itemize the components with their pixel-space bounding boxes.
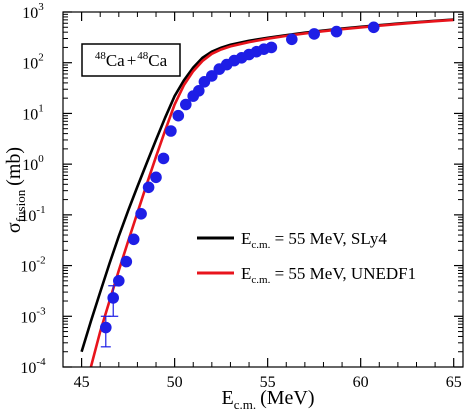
y-tick-label: 10-4: [20, 356, 46, 377]
data-point: [113, 275, 125, 287]
legend-sly4-rest: = 55 MeV, SLy4: [270, 229, 387, 248]
data-point: [367, 21, 380, 34]
y-tick-exponent: 3: [38, 1, 44, 13]
y-axis-symbol: σ: [3, 222, 25, 233]
y-axis-unit: (mb): [3, 147, 25, 186]
mass-number-1: 48: [95, 50, 107, 62]
data-point: [150, 171, 162, 184]
legend-sly4-subscript: c.m.: [251, 239, 270, 251]
legend-unedf1-rest: = 55 MeV, UNEDF1: [270, 264, 416, 283]
y-tick-base: 10: [22, 56, 38, 73]
element-2: Ca: [148, 51, 167, 70]
y-tick-label: 101: [22, 102, 44, 123]
data-point: [172, 109, 185, 122]
y-tick-base: 10: [20, 360, 36, 377]
y-tick-exponent: 2: [38, 52, 44, 64]
data-point: [107, 292, 119, 304]
element-1: Ca: [106, 51, 125, 70]
data-point: [286, 33, 298, 46]
x-axis-subscript: c.m.: [234, 397, 256, 411]
svg-text:σfusion(mb): σfusion (mb): [3, 147, 28, 233]
data-point: [157, 152, 170, 165]
legend-label-unedf1: Ec.m. = 55 MeV, UNEDF1: [241, 264, 416, 286]
data-point: [308, 28, 321, 40]
data-point: [265, 41, 278, 54]
y-tick-label: 10-1: [20, 204, 45, 225]
plus-sign: +: [127, 51, 137, 70]
y-tick-base: 10: [22, 106, 38, 123]
legend-sly4-prefix: E: [241, 229, 251, 248]
data-point: [135, 208, 147, 220]
data-point: [180, 98, 192, 111]
data-point: [100, 321, 112, 334]
reaction-label-box: 48Ca +48Ca: [81, 43, 181, 77]
plot-frame: [62, 11, 464, 368]
y-tick-base: 10: [22, 157, 38, 174]
data-point: [120, 255, 133, 268]
x-tick-label: 50: [167, 374, 183, 391]
plot-layer: [80, 18, 454, 367]
x-tick-label: 65: [446, 374, 462, 391]
x-axis-unit: (MeV): [260, 387, 314, 409]
legend: Ec.m. = 55 MeV, SLy4 Ec.m. = 55 MeV, UNE…: [197, 229, 416, 286]
y-tick-exponent: 0: [38, 153, 44, 165]
legend-unedf1-prefix: E: [241, 264, 251, 283]
data-point: [206, 70, 218, 82]
y-axis-subscript: fusion: [13, 189, 28, 222]
y-tick-exponent: 1: [38, 102, 44, 114]
legend-unedf1-subscript: c.m.: [251, 274, 270, 286]
y-tick-label: 102: [22, 52, 44, 73]
y-tick-base: 10: [20, 208, 36, 225]
y-tick-label: 100: [22, 153, 44, 174]
y-tick-label: 10-3: [20, 305, 46, 326]
y-axis-title: σfusion (mb): [3, 147, 28, 233]
y-tick-exponent: -4: [36, 356, 46, 368]
x-tick-label: 60: [353, 374, 369, 391]
data-point: [142, 181, 155, 194]
y-tick-exponent: -3: [36, 305, 46, 317]
y-tick-exponent: -1: [36, 204, 45, 216]
y-tick-exponent: -2: [36, 255, 45, 267]
data-point: [193, 85, 205, 97]
data-point: [165, 125, 177, 137]
y-tick-base: 10: [20, 259, 36, 276]
reaction-label-text: 48Ca +48Ca: [95, 50, 168, 70]
mass-number-2: 48: [137, 50, 149, 62]
data-point: [127, 233, 140, 246]
x-tick-label: 45: [74, 374, 90, 391]
y-tick-label: 103: [22, 1, 44, 22]
reaction-label-frame: [81, 43, 181, 77]
x-axis-title: Ec.m. (MeV): [221, 387, 314, 411]
x-axis-symbol: E: [221, 387, 233, 409]
legend-label-sly4: Ec.m. = 55 MeV, SLy4: [241, 229, 387, 251]
x-tick-label: 55: [260, 374, 276, 391]
y-tick-label: 10-2: [20, 255, 45, 276]
y-tick-base: 10: [20, 309, 36, 326]
y-tick-base: 10: [22, 5, 38, 22]
data-point: [330, 25, 343, 38]
